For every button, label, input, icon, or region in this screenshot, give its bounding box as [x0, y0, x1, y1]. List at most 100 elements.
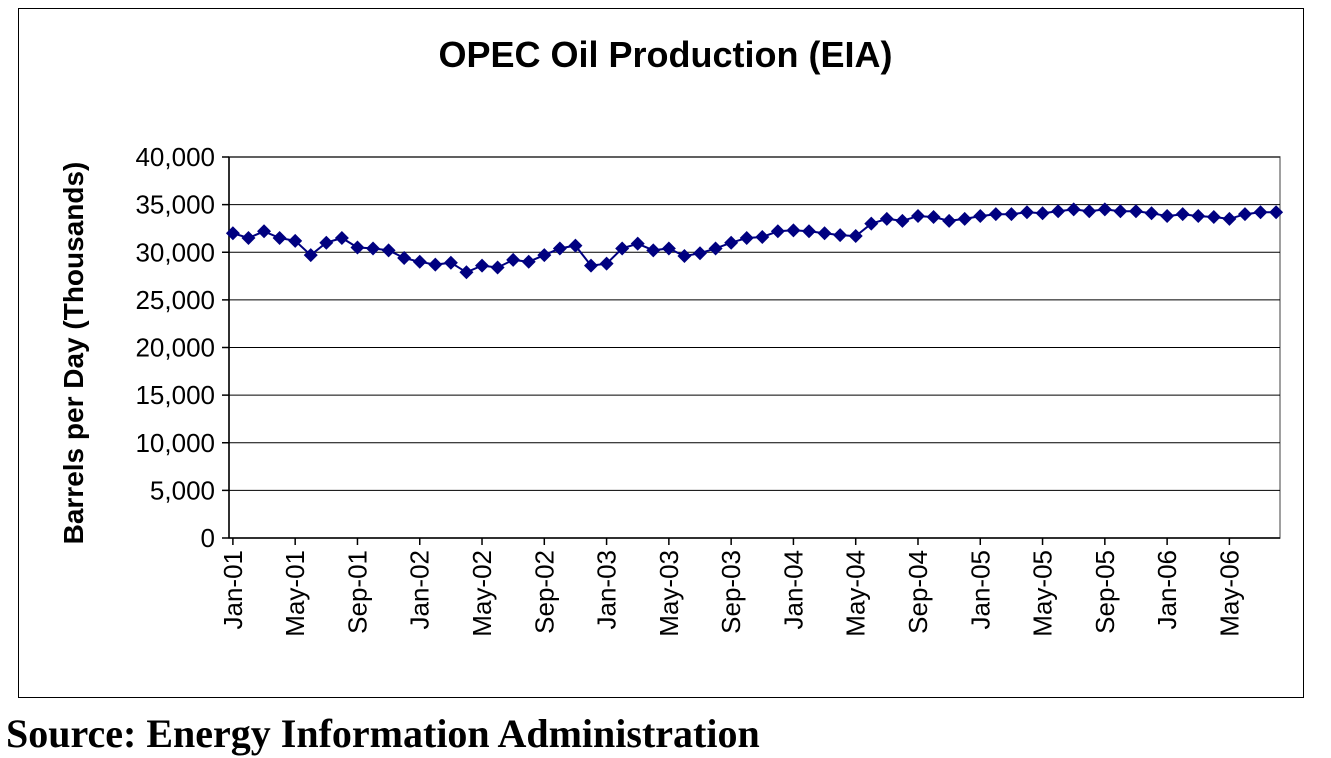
data-point-Apr-04: [833, 228, 848, 243]
y-tick-label: 0: [201, 523, 215, 553]
y-tick-label: 30,000: [135, 237, 215, 267]
data-point-Aug-05: [1082, 204, 1097, 219]
data-point-Sep-02: [537, 248, 552, 263]
data-point-May-04: [848, 229, 863, 244]
x-tick-label: Sep-03: [716, 550, 746, 634]
data-point-Apr-03: [646, 243, 661, 258]
data-point-Jul-02: [506, 252, 521, 267]
data-point-Dec-05: [1144, 206, 1159, 221]
data-point-Sep-03: [724, 235, 739, 250]
x-tick-label: Sep-04: [903, 550, 933, 634]
data-point-Mar-01: [257, 224, 272, 239]
data-point-Dec-04: [957, 211, 972, 226]
x-tick-label: May-01: [280, 550, 310, 637]
data-point-Feb-05: [988, 207, 1003, 222]
data-point-Jan-02: [412, 254, 427, 269]
gridlines: [229, 156, 1280, 491]
data-point-Oct-01: [366, 241, 381, 256]
x-tick-label: May-02: [467, 550, 497, 637]
data-point-Nov-01: [381, 243, 396, 258]
y-axis-label: Barrels per Day (Thousands): [58, 162, 89, 545]
data-point-Aug-03: [708, 241, 723, 256]
data-point-Jan-05: [973, 209, 988, 224]
data-point-Nov-03: [755, 230, 770, 245]
data-point-Nov-05: [1128, 204, 1143, 219]
y-axis-ticks: 0 5,000 10,000 15,000 20,000 25,000 30,000 35,0…: [135, 142, 229, 553]
data-point-Jul-06: [1253, 205, 1268, 220]
data-point-Apr-01: [272, 230, 287, 245]
data-point-Jun-06: [1237, 207, 1252, 222]
data-point-May-01: [288, 233, 303, 248]
data-point-Jan-04: [786, 223, 801, 238]
data-point-Jun-04: [864, 216, 879, 231]
data-point-Apr-06: [1206, 210, 1221, 225]
data-point-Jan-03: [599, 256, 614, 271]
data-point-Sep-01: [350, 240, 365, 255]
data-point-Feb-02: [428, 257, 443, 272]
data-point-Oct-03: [739, 230, 754, 245]
data-point-Aug-02: [521, 254, 536, 269]
x-tick-label: Jan-06: [1152, 550, 1182, 630]
x-tick-label: Jan-03: [592, 550, 622, 630]
chart-title: OPEC Oil Production (EIA): [438, 34, 893, 75]
data-point-Aug-06: [1269, 205, 1284, 220]
data-point-Jul-01: [319, 235, 334, 250]
data-point-Jun-05: [1051, 204, 1066, 219]
data-point-Feb-03: [615, 241, 630, 256]
data-point-Aug-01: [334, 230, 349, 245]
data-point-May-02: [475, 258, 490, 273]
data-point-Mar-02: [443, 255, 458, 270]
x-tick-label: Jan-04: [778, 550, 808, 630]
data-point-May-06: [1222, 211, 1237, 226]
y-tick-label: 10,000: [135, 428, 215, 458]
data-point-Jul-05: [1066, 202, 1081, 217]
x-tick-label: May-06: [1214, 550, 1244, 637]
x-tick-label: Sep-05: [1090, 550, 1120, 634]
data-point-Jul-04: [879, 211, 894, 226]
data-point-Apr-02: [459, 265, 474, 280]
data-point-Feb-01: [241, 230, 256, 245]
data-point-Nov-04: [942, 213, 957, 228]
data-point-Dec-01: [397, 250, 412, 265]
data-point-Jun-01: [303, 248, 318, 263]
y-tick-label: 15,000: [135, 380, 215, 410]
series-line-group: [225, 202, 1284, 280]
data-point-Dec-02: [584, 258, 599, 273]
x-tick-label: Jan-01: [218, 550, 248, 630]
y-tick-label: 20,000: [135, 333, 215, 363]
x-tick-label: May-04: [841, 550, 871, 637]
data-point-Feb-06: [1175, 207, 1190, 222]
data-point-Jun-02: [490, 260, 505, 275]
data-point-Mar-05: [1004, 207, 1019, 222]
data-point-Mar-04: [817, 226, 832, 241]
data-point-Mar-06: [1191, 209, 1206, 224]
data-point-Sep-04: [910, 209, 925, 224]
x-tick-label: Sep-02: [529, 550, 559, 634]
x-tick-label: Jan-02: [405, 550, 435, 630]
data-point-May-03: [661, 241, 676, 256]
y-tick-label: 25,000: [135, 285, 215, 315]
data-point-Mar-03: [630, 236, 645, 251]
data-point-Jun-03: [677, 249, 692, 264]
data-point-Aug-04: [895, 213, 910, 228]
data-point-Jan-01: [225, 226, 240, 241]
y-tick-label: 5,000: [150, 475, 215, 505]
data-point-Jul-03: [693, 246, 708, 261]
data-point-Apr-05: [1019, 205, 1034, 220]
y-tick-label: 35,000: [135, 190, 215, 220]
data-point-Feb-04: [801, 224, 816, 239]
source-note: Source: Energy Information Administratio…: [6, 711, 760, 756]
x-axis-ticks: Jan-01 May-01 Sep-01 Jan-02 May-02 Sep-02 Jan-…: [218, 538, 1244, 637]
data-point-Oct-05: [1113, 204, 1128, 219]
data-point-Dec-03: [770, 224, 785, 239]
y-tick-label: 40,000: [135, 142, 215, 172]
data-point-May-05: [1035, 206, 1050, 221]
data-point-Jan-06: [1160, 209, 1175, 224]
x-tick-label: Jan-05: [965, 550, 995, 630]
x-tick-label: May-03: [654, 550, 684, 637]
data-point-Oct-04: [926, 210, 941, 225]
x-tick-label: Sep-01: [342, 550, 372, 634]
data-point-Nov-02: [568, 238, 583, 253]
x-tick-label: May-05: [1028, 550, 1058, 637]
